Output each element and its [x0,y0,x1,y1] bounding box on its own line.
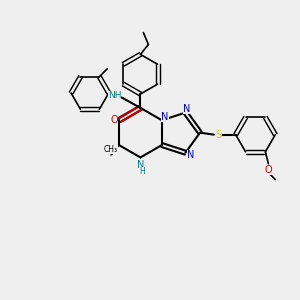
Text: H: H [140,167,145,176]
Text: N: N [183,104,190,114]
Text: N: N [161,112,169,122]
Text: NH: NH [108,91,122,100]
Text: O: O [265,165,272,175]
Text: CH₃: CH₃ [104,145,118,154]
Text: N: N [187,150,194,160]
Text: O: O [111,115,118,125]
Text: N: N [137,160,144,170]
Text: S: S [216,130,222,140]
